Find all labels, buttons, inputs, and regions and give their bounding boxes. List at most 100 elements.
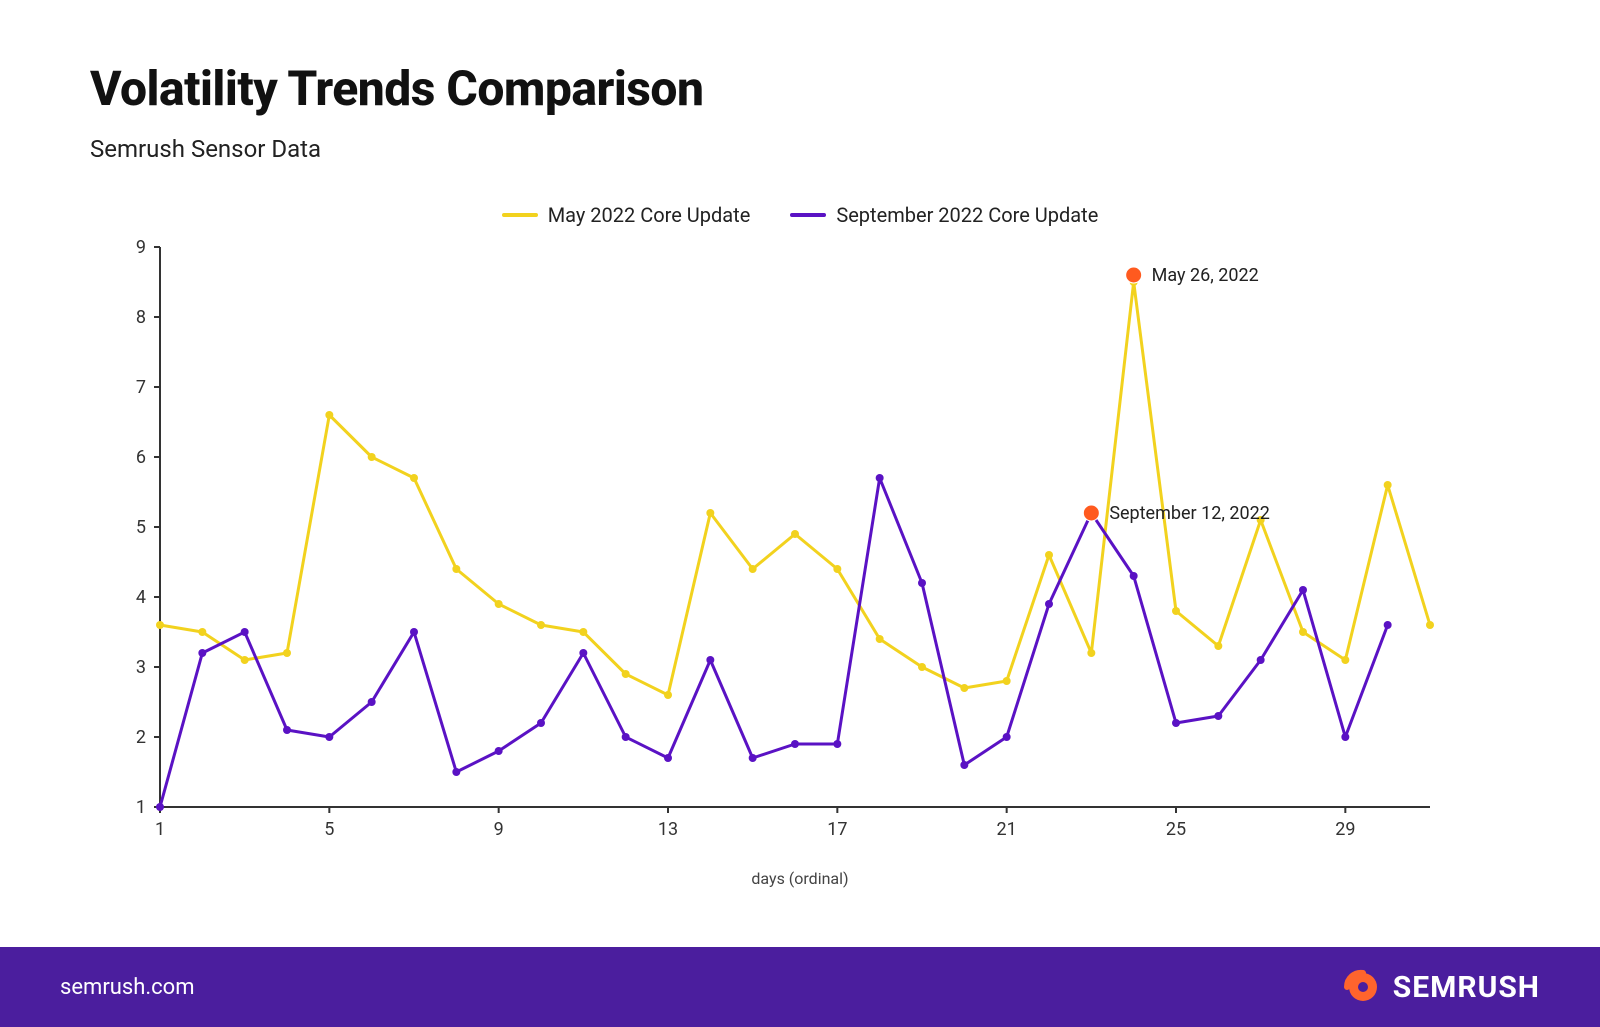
series-point <box>156 803 164 811</box>
svg-text:3: 3 <box>136 657 146 678</box>
series-point <box>622 670 630 678</box>
series-point <box>791 740 799 748</box>
series-point <box>1384 481 1392 489</box>
svg-text:5: 5 <box>324 819 334 840</box>
svg-text:1: 1 <box>136 797 146 818</box>
series-point <box>537 621 545 629</box>
series-point <box>1299 628 1307 636</box>
legend-item-sep: September 2022 Core Update <box>790 203 1098 227</box>
series-point <box>368 453 376 461</box>
series-point <box>198 628 206 636</box>
page-subtitle: Semrush Sensor Data <box>90 135 1510 163</box>
series-point <box>749 754 757 762</box>
annotation-marker <box>1083 505 1099 521</box>
legend-label-may: May 2022 Core Update <box>548 203 751 227</box>
series-point <box>1172 719 1180 727</box>
svg-text:29: 29 <box>1335 819 1355 840</box>
series-point <box>537 719 545 727</box>
series-point <box>156 621 164 629</box>
legend-swatch-may <box>502 213 538 217</box>
series-point <box>198 649 206 657</box>
svg-text:21: 21 <box>997 819 1017 840</box>
footer-brand: SEMRUSH <box>1341 967 1540 1007</box>
series-point <box>622 733 630 741</box>
x-axis-label: days (ordinal) <box>90 869 1510 888</box>
line-chart: 1234567891591317212529May 26, 2022Septem… <box>90 237 1470 857</box>
series-point <box>1003 733 1011 741</box>
series-point <box>1299 586 1307 594</box>
series-point <box>410 474 418 482</box>
series-point <box>495 747 503 755</box>
series-point <box>452 565 460 573</box>
chart-area: May 2022 Core Update September 2022 Core… <box>90 203 1510 888</box>
annotation-marker <box>1126 267 1142 283</box>
series-point <box>706 656 714 664</box>
series-point <box>1214 642 1222 650</box>
series-point <box>325 733 333 741</box>
series-point <box>452 768 460 776</box>
series-point <box>1045 551 1053 559</box>
series-point <box>241 628 249 636</box>
series-line-may <box>160 282 1430 695</box>
series-point <box>283 726 291 734</box>
series-point <box>241 656 249 664</box>
series-line-sep <box>160 478 1388 807</box>
chart-svg-wrap: 1234567891591317212529May 26, 2022Septem… <box>90 237 1510 861</box>
svg-text:2: 2 <box>136 727 146 748</box>
page-title: Volatility Trends Comparison <box>90 60 1510 117</box>
series-point <box>918 663 926 671</box>
annotation-label: September 12, 2022 <box>1109 503 1269 524</box>
series-point <box>1426 621 1434 629</box>
series-point <box>876 635 884 643</box>
series-point <box>1341 656 1349 664</box>
page: Volatility Trends Comparison Semrush Sen… <box>0 0 1600 1027</box>
legend-swatch-sep <box>790 213 826 217</box>
series-point <box>283 649 291 657</box>
series-point <box>960 684 968 692</box>
series-point <box>749 565 757 573</box>
series-point <box>1384 621 1392 629</box>
svg-text:9: 9 <box>136 237 146 258</box>
series-point <box>833 565 841 573</box>
svg-text:9: 9 <box>494 819 504 840</box>
series-point <box>495 600 503 608</box>
series-point <box>410 628 418 636</box>
series-point <box>1003 677 1011 685</box>
series-point <box>1257 656 1265 664</box>
svg-text:1: 1 <box>155 819 165 840</box>
content-area: Volatility Trends Comparison Semrush Sen… <box>0 0 1600 947</box>
series-point <box>706 509 714 517</box>
svg-text:8: 8 <box>136 307 146 328</box>
svg-text:6: 6 <box>136 447 146 468</box>
svg-text:25: 25 <box>1166 819 1186 840</box>
series-point <box>579 628 587 636</box>
footer-brand-text: SEMRUSH <box>1393 970 1540 1005</box>
semrush-logo-icon <box>1341 967 1381 1007</box>
series-point <box>1172 607 1180 615</box>
series-point <box>1341 733 1349 741</box>
series-point <box>368 698 376 706</box>
svg-text:5: 5 <box>136 517 146 538</box>
svg-text:17: 17 <box>827 819 847 840</box>
svg-text:7: 7 <box>136 377 146 398</box>
series-point <box>791 530 799 538</box>
series-point <box>325 411 333 419</box>
legend-label-sep: September 2022 Core Update <box>836 203 1098 227</box>
series-point <box>833 740 841 748</box>
series-point <box>664 691 672 699</box>
series-point <box>579 649 587 657</box>
legend-item-may: May 2022 Core Update <box>502 203 751 227</box>
series-point <box>664 754 672 762</box>
footer-bar: semrush.com SEMRUSH <box>0 947 1600 1027</box>
series-point <box>960 761 968 769</box>
series-point <box>1087 649 1095 657</box>
series-point <box>1130 572 1138 580</box>
chart-legend: May 2022 Core Update September 2022 Core… <box>90 203 1510 227</box>
footer-url: semrush.com <box>60 975 195 1000</box>
series-point <box>876 474 884 482</box>
svg-text:4: 4 <box>136 587 146 608</box>
series-point <box>918 579 926 587</box>
series-point <box>1045 600 1053 608</box>
series-point <box>1214 712 1222 720</box>
svg-text:13: 13 <box>658 819 678 840</box>
